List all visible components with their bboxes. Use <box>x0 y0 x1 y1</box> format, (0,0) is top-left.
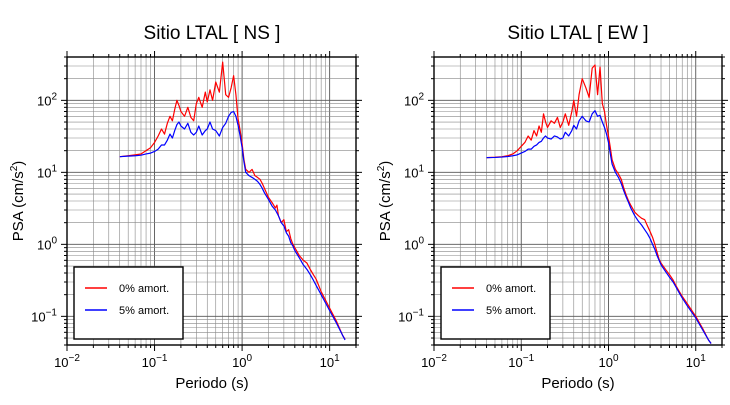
x-tick-label: 100 <box>598 353 618 370</box>
series-line-red <box>119 61 346 340</box>
y-tick-label: 102 <box>37 91 57 108</box>
chart-title: Sitio LTAL [ EW ] <box>507 23 648 44</box>
legend: 0% amort. 5% amort. <box>73 266 184 340</box>
y-axis-label: PSA (cm/s2) <box>9 161 27 242</box>
chart-panel-1: Sitio LTAL [ NS ] 10−2 10−1 100 101 10−1 100 10… <box>9 23 362 392</box>
legend-box <box>73 266 184 340</box>
x-axis-label: Periodo (s) <box>541 375 614 392</box>
legend-label: 5% amort. <box>119 305 169 317</box>
y-tick-label: 101 <box>37 163 57 180</box>
legend-label: 5% amort. <box>486 305 536 317</box>
chart-panel-2: Sitio LTAL [ EW ] 10−2 10−1 100 101 10−1 100 10… <box>376 23 728 392</box>
series-line-blue <box>486 110 712 344</box>
x-tick-label: 101 <box>686 353 706 370</box>
y-tick-label: 100 <box>37 235 57 252</box>
x-tick-label: 10−2 <box>421 353 447 370</box>
y-tick-label: 102 <box>404 91 424 108</box>
x-axis-label: Periodo (s) <box>175 375 248 392</box>
legend: 0% amort. 5% amort. <box>440 266 551 340</box>
chart-title: Sitio LTAL [ NS ] <box>144 23 281 44</box>
series-line-blue <box>119 110 346 341</box>
legend-label: 0% amort. <box>486 283 536 295</box>
x-tick-label: 101 <box>320 353 340 370</box>
y-tick-label: 10−1 <box>31 307 57 324</box>
tick-marks <box>61 51 362 351</box>
x-tick-label: 10−1 <box>142 353 168 370</box>
y-axis-label: PSA (cm/s2) <box>376 161 394 242</box>
y-tick-label: 10−1 <box>398 307 424 324</box>
tick-marks <box>428 51 728 351</box>
legend-label: 0% amort. <box>119 283 169 295</box>
legend-box <box>440 266 551 340</box>
y-tick-label: 100 <box>404 235 424 252</box>
x-tick-label: 10−2 <box>54 353 80 370</box>
x-tick-label: 10−1 <box>508 353 534 370</box>
x-tick-label: 100 <box>232 353 252 370</box>
y-tick-label: 101 <box>404 163 424 180</box>
